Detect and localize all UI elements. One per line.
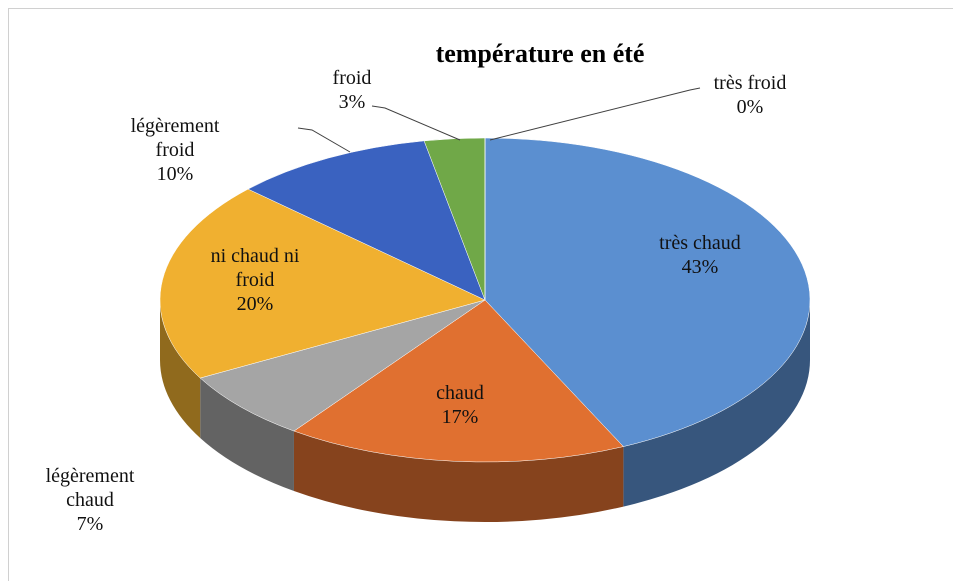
label-value: 43%: [681, 256, 719, 278]
label-name: ni chaud ni froid: [210, 245, 300, 291]
label-name: froid: [332, 67, 372, 89]
slice-side: [623, 300, 810, 507]
slice: [247, 140, 486, 301]
leader-lines: [297, 87, 701, 153]
slice: [484, 137, 811, 447]
data-label: très froid 0%: [690, 71, 810, 119]
label-value: 7%: [76, 513, 104, 535]
slice-side: [200, 378, 294, 492]
label-name: très froid: [713, 72, 787, 94]
data-label: froid 3%: [312, 66, 392, 114]
label-value: 10%: [156, 163, 194, 185]
data-label: légèrement froid 10%: [110, 114, 240, 186]
label-name: légèrement chaud: [45, 465, 135, 511]
label-value: 0%: [736, 96, 764, 118]
label-name: chaud: [436, 382, 484, 404]
label-name: très chaud: [659, 232, 741, 254]
leader-line: [489, 87, 701, 141]
slice: [159, 188, 486, 379]
slice-side: [293, 431, 624, 522]
data-label: chaud 17%: [410, 381, 510, 429]
slice: [199, 299, 486, 432]
label-value: 20%: [236, 293, 274, 315]
pie: [159, 137, 811, 522]
label-value: 3%: [338, 91, 366, 113]
chart-title: température en été: [436, 39, 645, 68]
data-label: très chaud 43%: [630, 231, 770, 279]
leader-line: [297, 127, 351, 153]
data-label: ni chaud ni froid 20%: [195, 244, 315, 316]
leader-line: [371, 105, 461, 141]
data-label: légèrement chaud 7%: [25, 464, 155, 536]
slice-side: [160, 300, 201, 439]
slice: [293, 299, 624, 463]
label-name: légèrement froid: [130, 115, 220, 161]
label-value: 17%: [441, 406, 479, 428]
